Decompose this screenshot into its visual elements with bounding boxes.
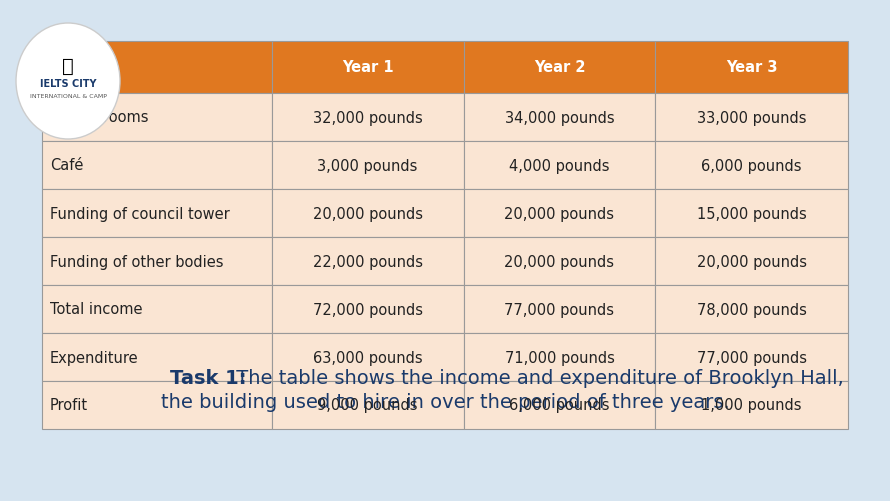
- Text: Total income: Total income: [50, 302, 142, 317]
- Bar: [42, 286, 271, 333]
- Text: 20,000 pounds: 20,000 pounds: [312, 206, 423, 221]
- Bar: [271, 286, 464, 333]
- Text: 🎓: 🎓: [62, 57, 74, 75]
- Text: 20,000 pounds: 20,000 pounds: [505, 254, 614, 269]
- Text: Year 1: Year 1: [342, 61, 393, 75]
- Bar: [464, 237, 655, 286]
- Bar: [42, 42, 271, 94]
- Text: INTERNATIONAL & CAMP: INTERNATIONAL & CAMP: [29, 93, 107, 98]
- Text: 63,000 pounds: 63,000 pounds: [312, 350, 423, 365]
- Text: 4,000 pounds: 4,000 pounds: [509, 158, 610, 173]
- Bar: [271, 42, 464, 94]
- Bar: [464, 381, 655, 429]
- Text: 78,000 pounds: 78,000 pounds: [697, 302, 806, 317]
- Text: 15,000 pounds: 15,000 pounds: [697, 206, 806, 221]
- Text: Year 3: Year 3: [726, 61, 778, 75]
- Text: 72,000 pounds: 72,000 pounds: [312, 302, 423, 317]
- Ellipse shape: [16, 24, 120, 140]
- Text: 34,000 pounds: 34,000 pounds: [505, 110, 614, 125]
- Bar: [271, 189, 464, 237]
- Bar: [464, 94, 655, 142]
- Text: Profit: Profit: [50, 398, 88, 413]
- Bar: [464, 333, 655, 381]
- Text: Task 1:: Task 1:: [170, 368, 247, 387]
- Text: Year 2: Year 2: [534, 61, 586, 75]
- Text: 71,000 pounds: 71,000 pounds: [505, 350, 614, 365]
- Text: 22,000 pounds: 22,000 pounds: [312, 254, 423, 269]
- Bar: [271, 333, 464, 381]
- Text: The table shows the income and expenditure of Brooklyn Hall,: The table shows the income and expenditu…: [230, 368, 844, 387]
- Text: 20,000 pounds: 20,000 pounds: [505, 206, 614, 221]
- Text: 77,000 pounds: 77,000 pounds: [505, 302, 614, 317]
- Text: 33,000 pounds: 33,000 pounds: [697, 110, 806, 125]
- Bar: [271, 142, 464, 189]
- Bar: [42, 142, 271, 189]
- Bar: [271, 237, 464, 286]
- Bar: [655, 333, 848, 381]
- Bar: [42, 189, 271, 237]
- Bar: [42, 237, 271, 286]
- Text: Hire of rooms: Hire of rooms: [50, 110, 149, 125]
- Bar: [655, 286, 848, 333]
- Bar: [464, 42, 655, 94]
- Text: Café: Café: [50, 158, 84, 173]
- Text: IELTS CITY: IELTS CITY: [40, 79, 96, 89]
- Bar: [655, 94, 848, 142]
- Bar: [655, 142, 848, 189]
- Text: Funding of other bodies: Funding of other bodies: [50, 254, 223, 269]
- Text: 3,000 pounds: 3,000 pounds: [318, 158, 417, 173]
- Text: 6,000 pounds: 6,000 pounds: [509, 398, 610, 413]
- Bar: [271, 381, 464, 429]
- Text: 6,000 pounds: 6,000 pounds: [701, 158, 802, 173]
- Bar: [464, 189, 655, 237]
- Bar: [42, 94, 271, 142]
- Text: 20,000 pounds: 20,000 pounds: [697, 254, 806, 269]
- Bar: [655, 381, 848, 429]
- Text: 77,000 pounds: 77,000 pounds: [697, 350, 806, 365]
- Text: the building used to hire in over the period of three years.: the building used to hire in over the pe…: [160, 392, 730, 411]
- Bar: [42, 381, 271, 429]
- Bar: [655, 237, 848, 286]
- Text: 1,000 pounds: 1,000 pounds: [701, 398, 802, 413]
- Text: Expenditure: Expenditure: [50, 350, 139, 365]
- Bar: [655, 189, 848, 237]
- Text: 32,000 pounds: 32,000 pounds: [312, 110, 423, 125]
- Text: Funding of council tower: Funding of council tower: [50, 206, 230, 221]
- Text: 9,000 pounds: 9,000 pounds: [318, 398, 418, 413]
- Bar: [464, 286, 655, 333]
- Bar: [655, 42, 848, 94]
- Bar: [42, 333, 271, 381]
- Bar: [271, 94, 464, 142]
- Bar: [464, 142, 655, 189]
